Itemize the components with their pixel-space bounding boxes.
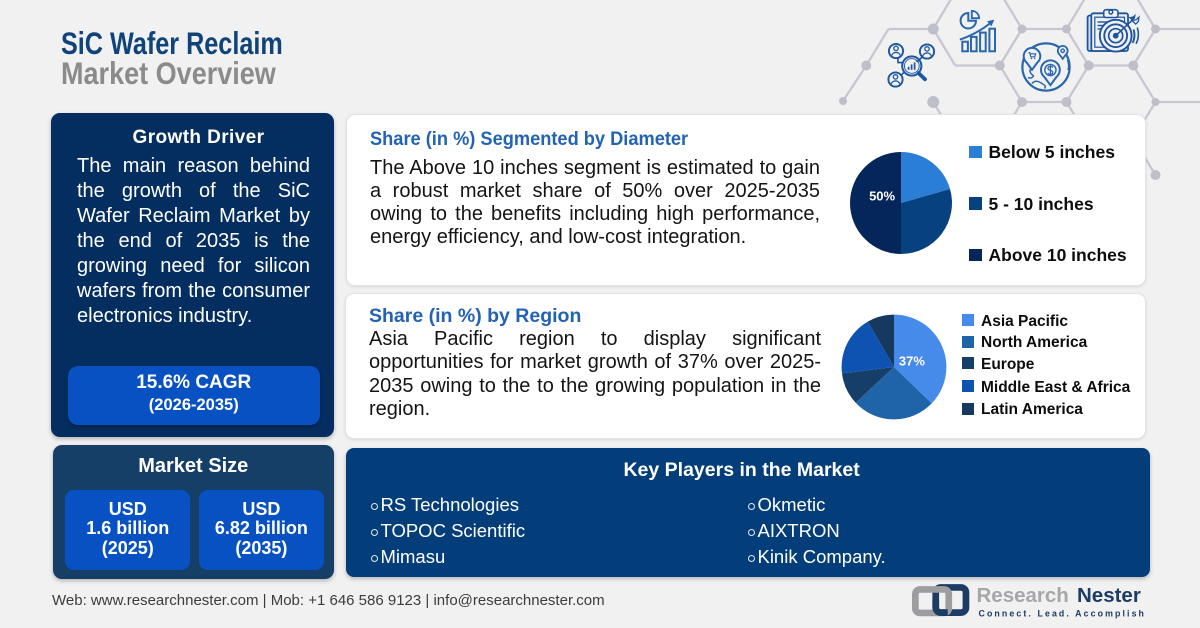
svg-text:37%: 37% [899,353,925,368]
svg-text:Research: Research [977,584,1069,607]
svg-text:50%: 50% [869,189,895,204]
svg-text:Nester: Nester [1077,584,1141,607]
svg-text:Connect. Lead. Accomplish: Connect. Lead. Accomplish [979,609,1147,619]
